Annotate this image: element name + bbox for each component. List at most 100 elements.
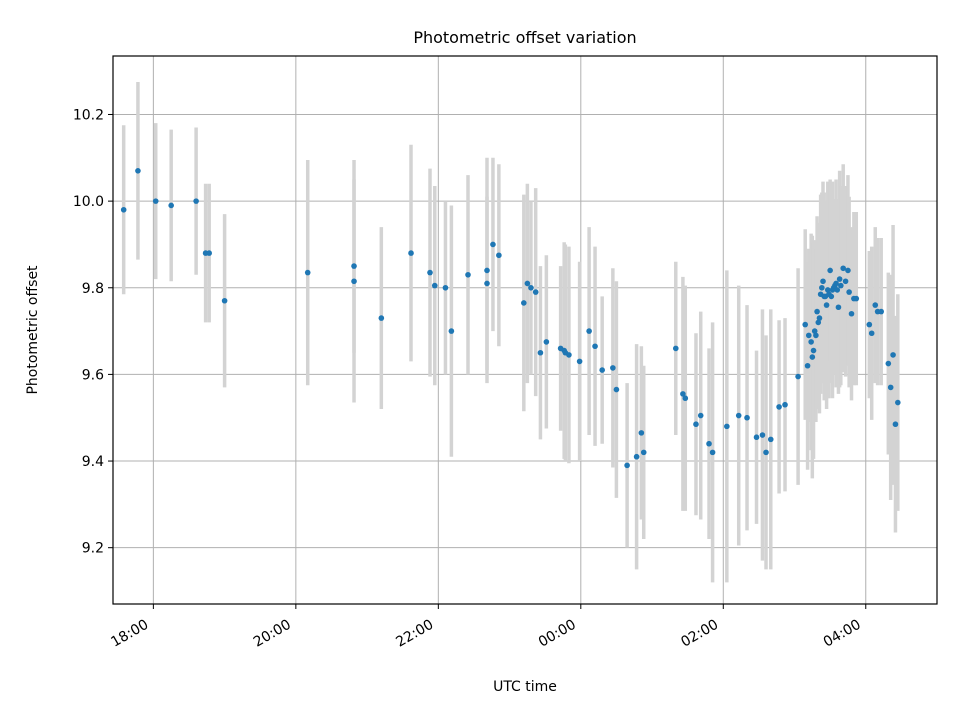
data-point xyxy=(868,330,875,337)
data-point xyxy=(813,332,819,339)
data-point xyxy=(735,412,742,419)
data-point xyxy=(885,360,892,367)
data-point xyxy=(576,358,583,365)
data-point xyxy=(640,449,647,456)
data-point xyxy=(431,282,438,289)
data-point xyxy=(804,362,811,369)
data-point xyxy=(744,414,750,421)
data-point xyxy=(408,250,414,256)
data-point xyxy=(484,280,490,287)
data-point xyxy=(828,293,835,300)
data-point xyxy=(528,284,534,291)
data-point xyxy=(521,300,527,306)
data-point xyxy=(543,339,550,345)
data-point xyxy=(827,267,833,274)
data-point xyxy=(427,269,433,276)
data-point xyxy=(810,347,817,354)
data-point xyxy=(633,453,640,460)
data-point xyxy=(763,449,769,456)
data-point xyxy=(624,462,630,469)
data-point xyxy=(537,349,544,356)
data-point xyxy=(592,343,598,350)
data-point xyxy=(808,339,814,345)
data-point xyxy=(802,321,809,328)
data-point xyxy=(866,321,873,328)
data-point xyxy=(782,401,788,408)
data-point xyxy=(697,412,704,419)
data-point xyxy=(872,302,879,308)
data-point xyxy=(846,289,852,295)
y-tick-label: 9.4 xyxy=(82,454,104,470)
data-point xyxy=(795,373,801,380)
data-point xyxy=(599,367,605,373)
data-point xyxy=(378,315,385,321)
data-point xyxy=(351,263,357,269)
data-point xyxy=(887,384,894,391)
data-point xyxy=(809,354,816,360)
data-point xyxy=(304,269,311,276)
data-point xyxy=(753,434,760,441)
data-point xyxy=(490,241,496,248)
data-point xyxy=(824,287,831,293)
data-point xyxy=(890,352,896,358)
data-point xyxy=(709,449,716,456)
data-point xyxy=(693,421,699,428)
data-point xyxy=(842,278,849,285)
data-point xyxy=(206,250,212,256)
data-point xyxy=(672,345,679,352)
data-point xyxy=(833,280,839,287)
data-point xyxy=(767,436,774,443)
data-point xyxy=(759,432,766,438)
data-point xyxy=(836,276,843,282)
data-point xyxy=(706,440,712,447)
data-point xyxy=(638,430,645,436)
data-point xyxy=(613,386,620,393)
data-point xyxy=(895,399,901,406)
data-point xyxy=(532,289,539,295)
y-tick-label: 9.2 xyxy=(82,541,104,557)
data-point xyxy=(815,319,822,326)
data-point xyxy=(823,302,830,308)
y-tick-label: 10.0 xyxy=(73,194,104,210)
data-point xyxy=(878,308,884,315)
data-point xyxy=(610,365,616,371)
data-point xyxy=(814,308,820,315)
data-point xyxy=(840,265,847,272)
y-axis-label: Photometric offset xyxy=(25,265,41,395)
data-point xyxy=(465,271,471,278)
data-point xyxy=(776,404,782,410)
data-point xyxy=(524,280,531,287)
data-point xyxy=(682,395,689,402)
data-point xyxy=(135,167,141,174)
data-point xyxy=(680,391,686,397)
data-point xyxy=(892,421,899,428)
data-point xyxy=(448,328,455,334)
data-point xyxy=(120,206,127,213)
data-point xyxy=(838,282,844,289)
data-point xyxy=(816,315,823,321)
data-point xyxy=(152,198,159,204)
data-point xyxy=(835,304,842,311)
y-tick-label: 9.6 xyxy=(82,367,104,383)
data-point xyxy=(819,284,825,291)
plot-frame xyxy=(112,55,938,605)
data-point xyxy=(586,328,592,334)
data-point xyxy=(845,267,851,274)
y-tick-label: 10.2 xyxy=(73,107,104,123)
y-tick-label: 9.8 xyxy=(82,281,104,297)
data-point xyxy=(848,310,855,317)
x-axis-label: UTC time xyxy=(493,679,557,695)
data-point xyxy=(221,297,228,304)
data-point xyxy=(484,267,490,274)
y-axis: 9.2 9.4 9.6 9.8 10.0 10.2 xyxy=(73,107,113,557)
data-point xyxy=(811,328,818,334)
data-point xyxy=(193,198,199,204)
data-point xyxy=(834,287,841,293)
data-point xyxy=(168,202,174,209)
data-point xyxy=(566,352,572,358)
chart-title: Photometric offset variation xyxy=(413,28,636,47)
data-point xyxy=(805,332,812,339)
data-point xyxy=(442,284,449,291)
